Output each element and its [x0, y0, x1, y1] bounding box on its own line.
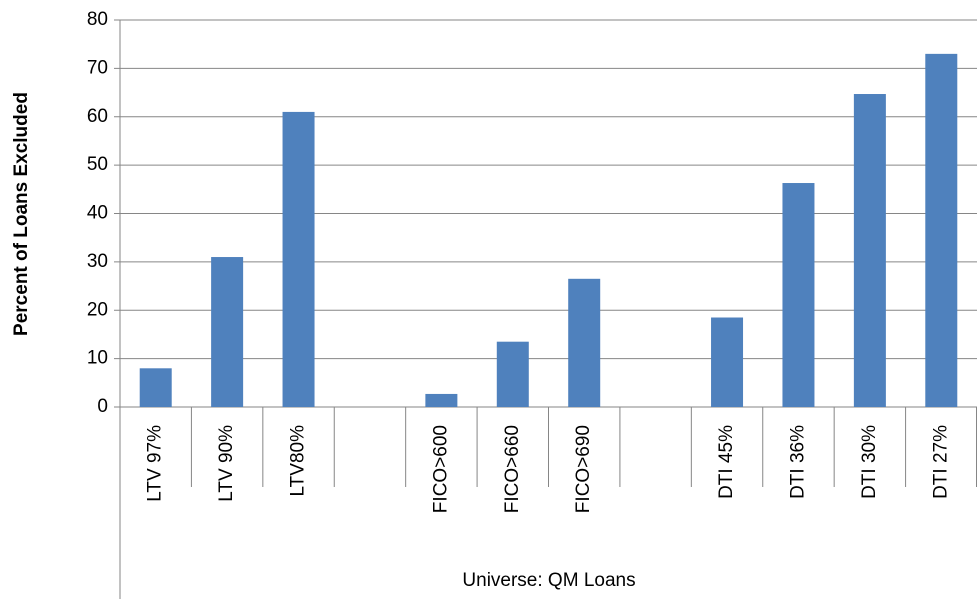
- x-tick-label: LTV 97%: [145, 425, 166, 502]
- x-tick-label: FICO>690: [573, 425, 594, 513]
- bar: [139, 368, 172, 407]
- bar: [925, 53, 958, 408]
- x-tick-label: DTI 45%: [716, 425, 737, 499]
- x-tick-label: DTI 27%: [930, 425, 951, 499]
- bar: [425, 393, 458, 407]
- y-tick-label: 10: [87, 348, 108, 369]
- bar: [211, 257, 244, 407]
- y-tick-label: 70: [87, 57, 108, 78]
- bar: [853, 94, 886, 408]
- x-tick-label: DTI 36%: [787, 425, 808, 499]
- bar: [782, 183, 815, 407]
- x-tick-label: DTI 30%: [859, 425, 880, 499]
- y-tick-label: 50: [87, 154, 108, 175]
- y-tick-label: 60: [87, 106, 108, 127]
- x-tick-label: LTV80%: [288, 425, 309, 497]
- y-tick-label: 0: [97, 396, 108, 417]
- bar: [711, 317, 744, 407]
- x-axis-label: Universe: QM Loans: [462, 570, 635, 591]
- x-tick-label: LTV 90%: [216, 425, 237, 502]
- bar: [568, 278, 601, 407]
- x-tick-label: FICO>660: [502, 425, 523, 513]
- y-tick-label: 30: [87, 251, 108, 272]
- bar: [496, 341, 529, 407]
- y-tick-label: 40: [87, 203, 108, 224]
- y-tick-label: 20: [87, 299, 108, 320]
- y-axis-label: Percent of Loans Excluded: [11, 92, 32, 336]
- x-tick-label: FICO>600: [430, 425, 451, 513]
- y-tick-label: 80: [87, 9, 108, 30]
- bar: [282, 111, 315, 407]
